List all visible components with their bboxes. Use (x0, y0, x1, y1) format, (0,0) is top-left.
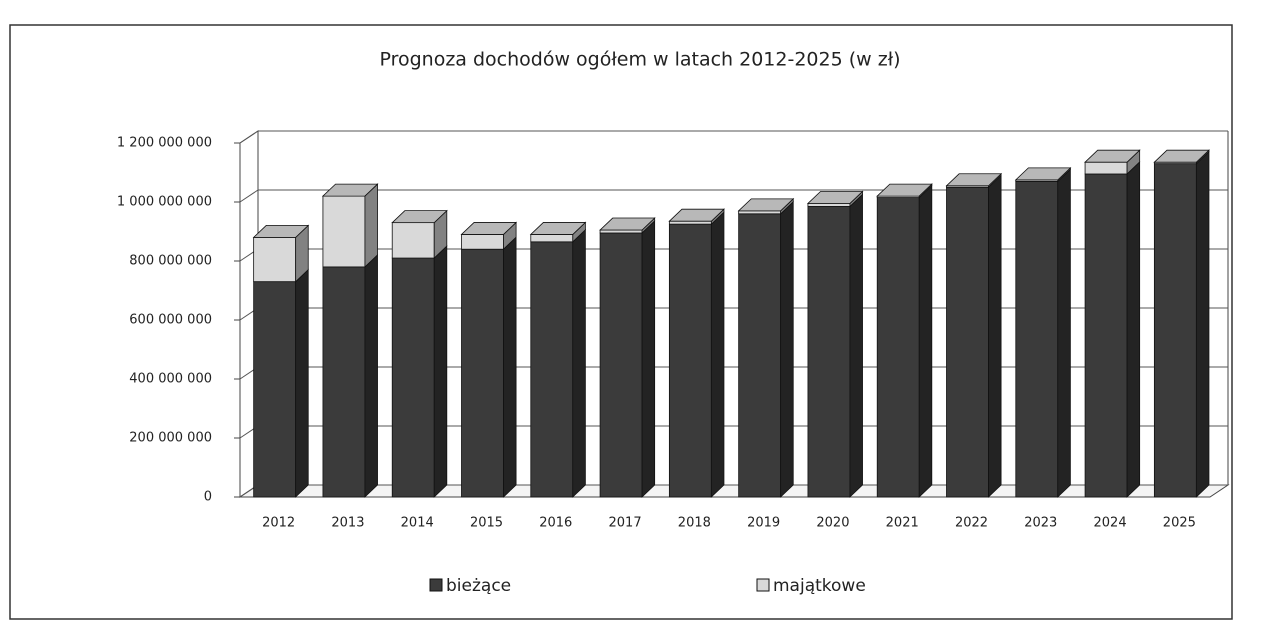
bar-top (599, 217, 656, 231)
bar-side (433, 245, 448, 498)
y-tick-label: 0 (204, 490, 212, 505)
legend-swatch (756, 578, 770, 592)
bar-front (322, 266, 366, 498)
bar-front (946, 186, 989, 498)
bar-side (780, 200, 794, 498)
grid-line (239, 307, 1228, 321)
bar-side (503, 236, 517, 498)
bar-front (1084, 161, 1128, 175)
bar-front (876, 197, 920, 498)
bar-front (530, 234, 574, 243)
legend-swatch (429, 578, 443, 592)
bar-front (253, 236, 297, 283)
y-tick-label: 200 000 000 (129, 431, 212, 446)
bar-side (918, 184, 933, 498)
bar-side (1195, 150, 1210, 498)
bar-side (1057, 168, 1071, 498)
bar-front (253, 281, 297, 498)
y-tick-label: 600 000 000 (129, 313, 212, 328)
bar-side (1126, 161, 1141, 498)
bar-side (641, 220, 656, 498)
bar-front (1153, 163, 1197, 498)
bar-top (1153, 149, 1210, 163)
chart-title: Prognoza dochodów ogółem w latach 2012-2… (379, 49, 900, 71)
bar-front (391, 257, 435, 498)
bar-top (945, 173, 1003, 187)
x-tick-label: 2022 (955, 516, 988, 531)
x-tick-label: 2017 (609, 516, 642, 531)
bar-side (364, 183, 378, 268)
bar-front (738, 210, 782, 215)
bar-side (572, 228, 586, 498)
x-tick-label: 2015 (470, 516, 503, 531)
bar-top (391, 210, 448, 224)
y-tick-label: 1 000 000 000 (117, 195, 212, 210)
chart-frame (9, 24, 1233, 620)
bar-front (1084, 173, 1128, 498)
bar-front (1015, 180, 1059, 498)
bar-front (807, 206, 851, 498)
bar-side (988, 174, 1002, 498)
grid-line (239, 130, 1228, 144)
bar-side (364, 253, 378, 498)
bar-front (461, 234, 504, 250)
bar-front (807, 203, 851, 207)
bar-front (738, 213, 782, 498)
bar-top (1084, 149, 1141, 163)
grid-line (239, 425, 1228, 439)
grid-line (239, 366, 1228, 380)
grid-line (239, 248, 1228, 262)
bar-top (876, 183, 933, 197)
y-tick-label: 400 000 000 (129, 372, 212, 387)
x-tick-label: 2014 (401, 516, 434, 531)
x-tick-label: 2024 (1094, 516, 1127, 531)
bar-top (806, 191, 864, 204)
y-tick-label: 800 000 000 (129, 254, 212, 269)
x-tick-label: 2025 (1163, 516, 1196, 531)
bar-side (849, 193, 863, 498)
x-tick-label: 2013 (331, 516, 364, 531)
bar-front (391, 222, 435, 259)
bar-front (668, 220, 712, 225)
bar-top (668, 208, 725, 222)
x-tick-label: 2018 (678, 516, 711, 531)
y-tick-label: 1 200 000 000 (117, 136, 212, 151)
legend-text: bieżące (446, 576, 511, 596)
bar-front (322, 195, 366, 268)
bar-top (1014, 167, 1072, 181)
bar-front (668, 223, 712, 498)
x-tick-label: 2012 (262, 516, 295, 531)
x-tick-label: 2021 (886, 516, 919, 531)
legend-text: majątkowe (773, 576, 866, 596)
bar-top (321, 183, 379, 197)
bar-front (599, 229, 643, 234)
bar-front (599, 232, 643, 498)
bar-side (295, 268, 309, 498)
bar-top (460, 222, 518, 235)
x-tick-label: 2023 (1024, 516, 1057, 531)
bar-top (737, 198, 795, 212)
bar-top (529, 222, 587, 235)
grid-line (239, 189, 1228, 203)
x-tick-label: 2016 (539, 516, 572, 531)
bar-side (710, 211, 725, 498)
floor (238, 484, 1230, 498)
bar-top (252, 224, 310, 238)
bar-front (461, 248, 504, 498)
x-tick-label: 2020 (816, 516, 849, 531)
bar-front (530, 241, 574, 498)
x-tick-label: 2019 (747, 516, 780, 531)
